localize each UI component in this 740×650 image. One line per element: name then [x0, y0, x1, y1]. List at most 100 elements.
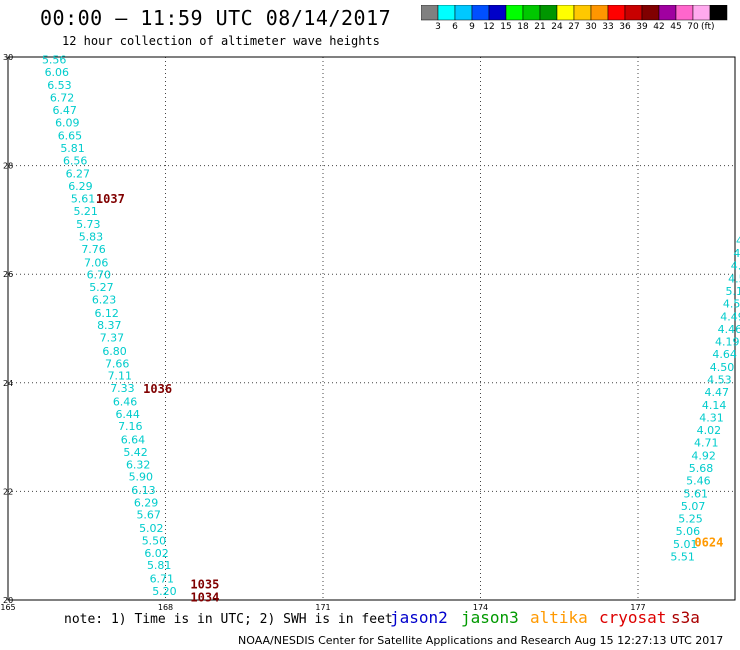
- satellite-legend-cryosat: cryosat: [599, 608, 667, 627]
- wave-height-label: 6.27: [66, 168, 91, 181]
- wave-height-label: 5.21: [73, 205, 98, 218]
- wave-height-label: 6.29: [68, 180, 93, 193]
- pass-time-annotation: 1034: [190, 591, 219, 605]
- color-scale-tick-label: 9: [469, 22, 475, 32]
- wave-height-label: 6.23: [92, 294, 117, 307]
- wave-height-label: 5.50: [142, 534, 167, 547]
- footer-note: note: 1) Time is in UTC; 2) SWH is in fe…: [64, 612, 393, 627]
- wave-height-label: 4.47: [705, 386, 730, 399]
- wave-height-label: 6.02: [144, 547, 169, 560]
- wave-height-label: 4.46: [718, 323, 740, 336]
- color-scale-tick-label: 3: [435, 22, 441, 32]
- satellite-legend-altika: altika: [530, 608, 588, 627]
- wave-height-label: 6.71: [150, 572, 175, 585]
- wave-height-label: 6.46: [113, 395, 138, 408]
- wave-height-label: 7.11: [108, 370, 133, 383]
- wave-height-label: 4.53: [707, 374, 732, 387]
- wave-height-label: 5.10: [726, 285, 740, 298]
- wave-height-label: 5.67: [136, 509, 161, 522]
- wave-height-label: 6.44: [115, 408, 140, 421]
- wave-height-label: 6.29: [134, 496, 159, 509]
- color-scale-labels: (ft) 3 6 9 12 15 18 21 24 27 30 33 36 39 42 45 70: [421, 22, 731, 34]
- wave-height-label: 7.66: [105, 357, 130, 370]
- color-scale-tick-label: 27: [568, 22, 580, 32]
- wave-height-label: 4.64: [712, 348, 737, 361]
- y-tick-label: 20: [3, 596, 13, 605]
- wave-height-label: 5.07: [681, 500, 706, 513]
- page-subtitle: 12 hour collection of altimeter wave hei…: [62, 34, 380, 48]
- wave-height-label: 6.06: [45, 66, 70, 79]
- pass-time-annotation: 1037: [96, 192, 125, 206]
- footer-credit: NOAA/NESDIS Center for Satellite Applica…: [238, 634, 724, 647]
- wave-height-label: 6.56: [63, 155, 88, 168]
- wave-height-label: 6.70: [87, 269, 112, 282]
- wave-height-label: 5.06: [676, 525, 701, 538]
- wave-height-label: 6.47: [52, 104, 77, 117]
- wave-height-label: 5.90: [129, 471, 154, 484]
- wave-height-label: 6.53: [47, 79, 72, 92]
- wave-height-label: 6.12: [94, 307, 119, 320]
- wave-height-label: 7.16: [118, 420, 143, 433]
- color-scale-tick-label: 24: [551, 22, 563, 32]
- wave-height-label: 6.65: [58, 130, 83, 143]
- wave-height-label: 4.28: [736, 235, 740, 248]
- satellite-legend-jason3: jason3: [461, 608, 519, 627]
- wave-height-label: 4.31: [699, 412, 724, 425]
- wave-height-label: 5.68: [689, 462, 714, 475]
- x-tick-label: 177: [630, 603, 645, 612]
- wave-height-label: 5.25: [678, 513, 703, 526]
- pass-time-annotation: 1035: [190, 578, 219, 592]
- wave-height-label: 7.76: [81, 243, 106, 256]
- color-scale-tick-label: 42: [653, 22, 665, 32]
- color-scale-swatch: [709, 5, 728, 21]
- color-scale-tick-label: 36: [619, 22, 631, 32]
- wave-height-label: 4.14: [702, 399, 727, 412]
- wave-height-label: 5.81: [147, 559, 172, 572]
- color-scale-tick-label: 18: [517, 22, 529, 32]
- wave-height-label: 4.21: [731, 260, 740, 273]
- wave-height-label: 5.83: [79, 231, 104, 244]
- pass-time-annotation: 0624: [694, 535, 723, 549]
- color-scale-tick-label: 70: [687, 22, 699, 32]
- color-scale-tick-label: 33: [602, 22, 614, 32]
- pass-time-annotation: 1036: [143, 382, 172, 396]
- wave-height-label: 5.42: [123, 446, 148, 459]
- wave-height-label: 7.37: [100, 332, 125, 345]
- satellite-legend-jason2: jason2: [390, 608, 448, 627]
- wave-height-label: 5.51: [670, 551, 695, 564]
- color-scale-tick-label: 30: [585, 22, 597, 32]
- wave-height-label: 6.13: [131, 484, 156, 497]
- wave-height-label: 4.50: [710, 361, 735, 374]
- wave-height-label: 7.06: [84, 256, 109, 269]
- color-scale-tick-label: 6: [452, 22, 458, 32]
- wave-height-label: 5.01: [673, 538, 698, 551]
- wave-height-label: 7.33: [110, 382, 135, 395]
- wave-height-label: 8.37: [97, 319, 122, 332]
- wave-height-label: 5.46: [686, 475, 711, 488]
- wave-height-label: 4.49: [720, 311, 740, 324]
- y-tick-label: 26: [3, 270, 13, 279]
- wave-height-label: 5.73: [76, 218, 101, 231]
- wave-height-label: 5.02: [139, 522, 164, 535]
- wave-height-label: 4.28: [733, 247, 740, 260]
- wave-height-label: 5.81: [60, 142, 85, 155]
- wave-height-label: 6.72: [50, 92, 75, 105]
- wave-height-label: 4.71: [694, 437, 719, 450]
- scale-unit-label: (ft): [701, 22, 715, 32]
- color-scale-tick-label: 12: [483, 22, 495, 32]
- x-tick-label: 165: [0, 603, 15, 612]
- wave-height-label: 4.19: [715, 336, 740, 349]
- wave-height-label: 4.02: [697, 424, 722, 437]
- y-tick-label: 24: [3, 379, 13, 388]
- satellite-legend-s3a: s3a: [671, 608, 700, 627]
- wave-height-label: 4.59: [728, 273, 740, 286]
- wave-height-label: 5.61: [71, 193, 96, 206]
- wave-height-label: 5.61: [684, 488, 709, 501]
- x-tick-label: 171: [315, 603, 330, 612]
- wave-height-label: 6.09: [55, 117, 80, 130]
- wave-height-label: 6.32: [126, 458, 151, 471]
- color-scale-tick-label: 39: [636, 22, 648, 32]
- x-tick-label: 174: [473, 603, 488, 612]
- wave-height-label: 4.53: [723, 298, 740, 311]
